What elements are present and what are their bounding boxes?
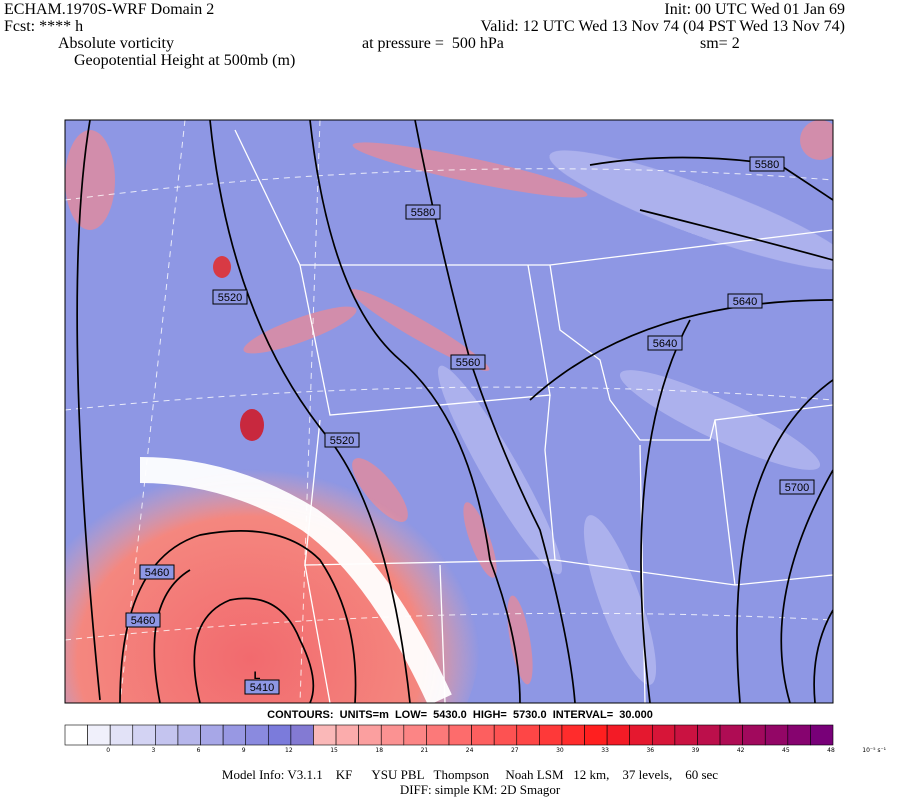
contour-label-box	[647, 335, 683, 351]
contour-label: 5520	[218, 292, 242, 304]
colorbar-swatch	[448, 724, 472, 746]
colorbar-swatch	[651, 724, 676, 746]
low-marker: L	[254, 670, 261, 682]
contour-label-box	[405, 204, 441, 220]
graticule	[65, 120, 833, 703]
colorbar-swatch	[539, 724, 563, 746]
contour-label: 5580	[411, 207, 435, 219]
contour-label: 5580	[755, 159, 779, 171]
contour-field: Geopotential Height at 500mb (m)	[74, 52, 295, 69]
contour-label: 5640	[733, 296, 757, 308]
colorbar-label: 30	[556, 747, 564, 754]
colorbar-swatch	[245, 724, 269, 746]
colorbar-swatch	[426, 724, 450, 746]
colorbar-label: 45	[782, 747, 790, 754]
valid-time: Valid: 12 UTC Wed 13 Nov 74 (04 PST Wed …	[480, 18, 845, 35]
colorbar-swatch	[64, 724, 88, 746]
contour-info: CONTOURS: UNITS=m LOW= 5430.0 HIGH= 5730…	[267, 709, 653, 721]
contour-label-box	[727, 293, 763, 309]
colorbar-swatch	[584, 724, 608, 746]
colorbar-swatch	[335, 724, 359, 746]
field-name: Absolute vorticity	[58, 35, 174, 52]
colorbar-swatch	[742, 724, 766, 746]
colorbar-swatch	[403, 724, 427, 746]
colorbar-swatch	[606, 724, 631, 746]
diff-info: DIFF: simple KM: 2D Smagor	[400, 782, 561, 797]
contour-label-box	[324, 432, 360, 448]
colorbar-swatch	[177, 724, 201, 746]
contour-label: 5700	[785, 482, 809, 494]
colorbar-swatch	[493, 724, 518, 746]
colorbar-swatch	[764, 724, 789, 746]
colorbar-label: 39	[692, 747, 700, 754]
contour-label: 5460	[131, 615, 155, 627]
contour-label: 5410	[250, 682, 274, 694]
model-info: Model Info: V3.1.1 KF YSU PBL Thompson N…	[222, 767, 718, 782]
map	[65, 120, 833, 703]
colorbar-swatch	[200, 724, 224, 746]
colorbar-swatch	[810, 724, 834, 746]
colorbar-swatch	[719, 724, 743, 746]
contour-label-box	[139, 564, 175, 580]
colorbar-swatch	[561, 724, 585, 746]
colorbar-label: 27	[511, 747, 519, 754]
colorbar-swatch	[674, 724, 698, 746]
colorbar-swatch	[155, 724, 179, 746]
colorbar-units: 10⁻⁵ s⁻¹	[862, 747, 886, 754]
colorbar-swatch	[471, 724, 495, 746]
contour-label: 5560	[456, 357, 480, 369]
vorticity-max	[240, 409, 264, 441]
colorbar-swatch	[87, 724, 111, 746]
colorbar-swatch	[380, 724, 405, 746]
colorbar-label: 3	[151, 747, 155, 754]
colorbar-swatch	[787, 724, 811, 746]
low-vorticity-area	[65, 450, 480, 703]
contour-label-box	[244, 679, 280, 695]
colorbar-swatch	[629, 724, 653, 746]
contour-label-box	[450, 354, 486, 370]
colorbar-swatch	[109, 724, 134, 746]
colorbar-swatch	[358, 724, 382, 746]
colorbar-label: 15	[330, 747, 338, 754]
colorbar-label: 0	[106, 747, 110, 754]
colorbar-swatch	[267, 724, 292, 746]
colorbar-label: 33	[601, 747, 609, 754]
title: ECHAM.1970S-WRF Domain 2	[4, 1, 214, 18]
colorbar-swatch	[313, 724, 337, 746]
contour-label-box	[212, 289, 248, 305]
contour-label: 5640	[653, 338, 677, 350]
colorbar-swatch	[290, 724, 314, 746]
colorbar-swatch	[516, 724, 540, 746]
init-time: Init: 00 UTC Wed 01 Jan 69	[664, 1, 845, 18]
colorbar-label: 42	[737, 747, 745, 754]
contour-label-box	[779, 479, 815, 495]
colorbar-label: 18	[375, 747, 383, 754]
smoothing: sm= 2	[700, 35, 740, 52]
colorbar-swatch	[132, 724, 156, 746]
colorbar-label: 9	[242, 747, 246, 754]
state-borders	[234, 129, 833, 703]
contour-label-box	[125, 612, 161, 628]
colorbar-label: 6	[197, 747, 201, 754]
colorbar-label: 12	[285, 747, 293, 754]
forecast-hour: Fcst: **** h	[4, 18, 83, 35]
colorbar-swatch	[697, 724, 721, 746]
vorticity-max	[213, 256, 231, 278]
map-frame	[64, 119, 834, 704]
pressure-level: at pressure = 500 hPa	[362, 35, 504, 52]
contour-label: 5520	[330, 435, 354, 447]
contour-label-box	[749, 156, 785, 172]
contour-label: 5460	[145, 567, 169, 579]
colorbar-label: 48	[827, 747, 835, 754]
colorbar-swatch	[222, 724, 247, 746]
colorbar-label: 21	[421, 747, 429, 754]
colorbar-label: 24	[466, 747, 474, 754]
colorbar-label: 36	[646, 747, 654, 754]
